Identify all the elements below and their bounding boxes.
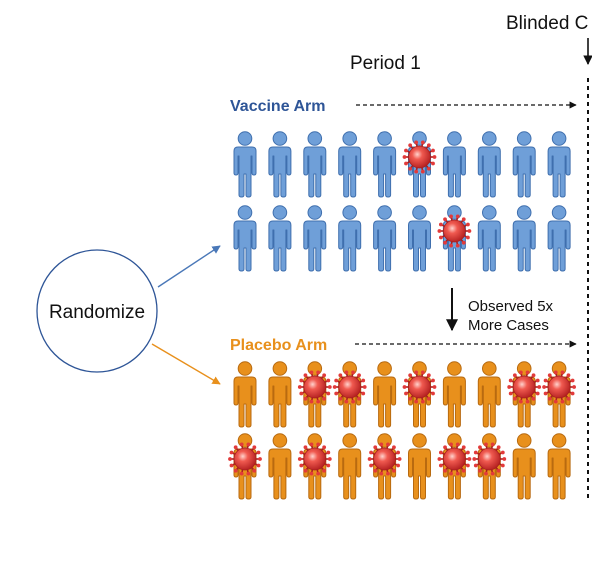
vaccine-person-1-8	[512, 205, 536, 272]
placebo-virus-1-7	[472, 442, 507, 476]
placebo-virus-0-2	[297, 370, 332, 404]
observation-line-1: Observed 5x	[468, 298, 554, 315]
placebo-arm-label: Placebo Arm	[230, 337, 327, 354]
vaccine-person-0-1	[268, 131, 292, 198]
vaccine-virus-0-5	[402, 140, 437, 174]
placebo-arm-figures	[228, 361, 576, 500]
vaccine-person-1-1	[268, 205, 292, 272]
placebo-person-1-3	[338, 433, 362, 500]
vaccine-person-0-8	[512, 131, 536, 198]
vaccine-person-0-0	[233, 131, 257, 198]
vaccine-person-0-7	[477, 131, 501, 198]
vaccine-arm-figures	[233, 131, 571, 272]
period-label: Period 1	[350, 53, 421, 74]
vaccine-person-1-3	[338, 205, 362, 272]
placebo-person-0-1	[268, 361, 292, 428]
placebo-person-0-6	[442, 361, 466, 428]
vaccine-person-1-5	[408, 205, 431, 272]
placebo-person-1-9	[547, 433, 571, 500]
vaccine-virus-1-6	[437, 214, 472, 248]
vaccine-arm-label: Vaccine Arm	[230, 98, 325, 115]
observation-line-2: More Cases	[468, 317, 549, 334]
placebo-virus-1-6	[437, 442, 472, 476]
randomize-label: Randomize	[49, 302, 145, 323]
placebo-person-1-1	[268, 433, 292, 500]
randomize-circle	[36, 249, 158, 373]
placebo-virus-1-2	[297, 442, 332, 476]
placebo-virus-0-3	[332, 370, 367, 404]
placebo-virus-1-4	[367, 442, 402, 476]
vaccine-person-1-4	[373, 205, 397, 272]
vaccine-person-1-2	[303, 205, 327, 272]
placebo-virus-0-5	[402, 370, 437, 404]
randomize-to-placebo-arrow	[151, 343, 221, 385]
vaccine-person-1-7	[477, 205, 501, 272]
vaccine-person-1-0	[233, 205, 257, 272]
randomize-to-vaccine-arrow	[157, 245, 221, 288]
vaccine-person-0-9	[547, 131, 571, 198]
placebo-person-0-4	[373, 361, 397, 428]
vaccine-person-1-9	[547, 205, 571, 272]
vaccine-person-0-4	[373, 131, 397, 198]
placebo-person-0-7	[477, 361, 501, 428]
placebo-person-1-8	[512, 433, 536, 500]
placebo-virus-0-9	[542, 370, 576, 404]
vaccine-person-0-3	[338, 131, 362, 198]
blinded-label: Blinded C	[506, 13, 588, 34]
placebo-person-0-0	[233, 361, 257, 428]
vaccine-person-0-6	[442, 131, 466, 198]
placebo-virus-1-0	[228, 442, 262, 476]
vaccine-person-0-2	[303, 131, 327, 198]
placebo-person-1-5	[408, 433, 431, 500]
placebo-virus-0-8	[507, 370, 542, 404]
